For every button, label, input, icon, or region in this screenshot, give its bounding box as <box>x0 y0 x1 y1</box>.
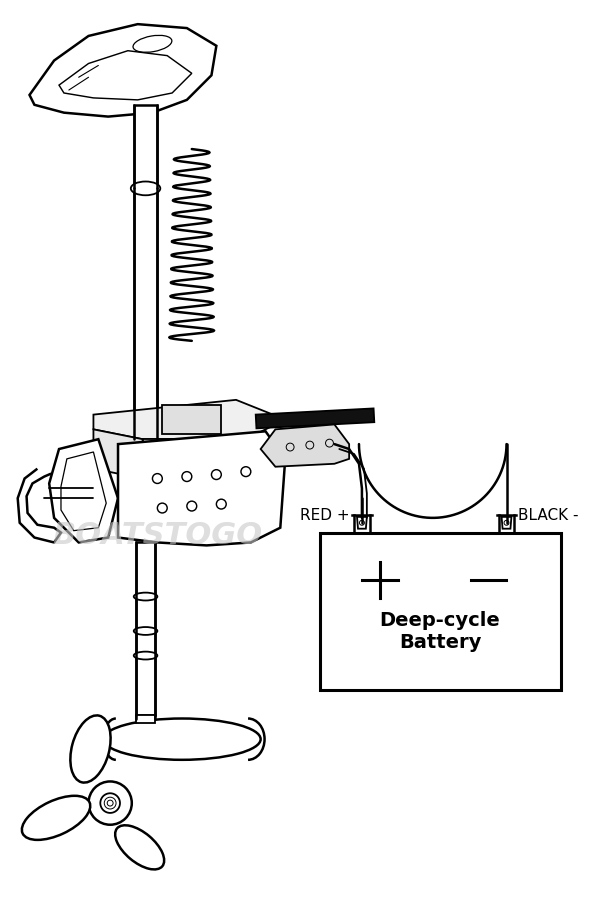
Polygon shape <box>93 400 285 439</box>
Circle shape <box>217 442 225 449</box>
Circle shape <box>89 782 132 824</box>
Ellipse shape <box>103 719 261 760</box>
Text: BLACK -: BLACK - <box>518 508 579 523</box>
Bar <box>256 409 374 428</box>
Bar <box>134 189 157 439</box>
Ellipse shape <box>134 628 157 635</box>
Polygon shape <box>357 518 367 529</box>
Polygon shape <box>118 432 285 546</box>
Ellipse shape <box>70 715 111 783</box>
Polygon shape <box>49 439 118 543</box>
Ellipse shape <box>131 182 160 196</box>
Circle shape <box>193 444 200 452</box>
Bar <box>134 106 157 189</box>
Text: RED +: RED + <box>300 508 349 523</box>
Polygon shape <box>93 430 142 479</box>
Text: Deep-cycle
Battery: Deep-cycle Battery <box>380 610 501 651</box>
Ellipse shape <box>134 652 157 659</box>
Ellipse shape <box>115 825 164 870</box>
Text: BOATSTOGO: BOATSTOGO <box>52 520 262 549</box>
Polygon shape <box>502 518 511 529</box>
Bar <box>136 543 155 714</box>
Ellipse shape <box>134 593 157 601</box>
Ellipse shape <box>22 796 90 840</box>
Bar <box>136 714 155 723</box>
Circle shape <box>168 446 176 454</box>
Polygon shape <box>142 439 246 479</box>
Polygon shape <box>30 25 216 117</box>
Polygon shape <box>261 425 349 467</box>
Bar <box>320 533 561 690</box>
Bar <box>163 405 221 435</box>
